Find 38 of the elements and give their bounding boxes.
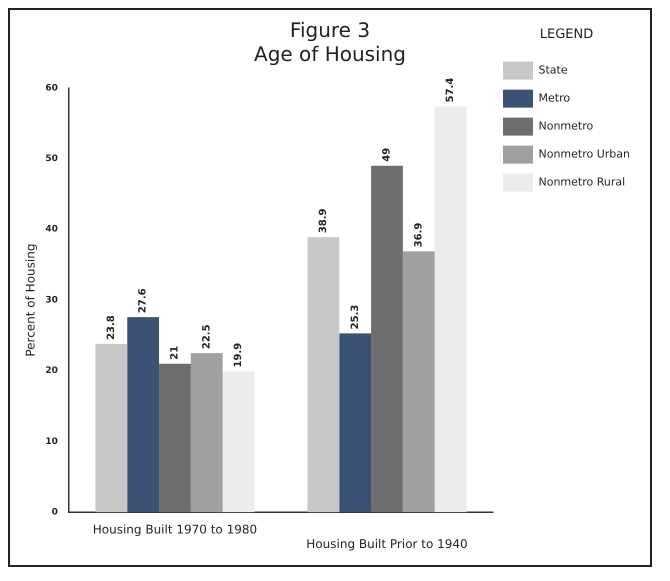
bar — [159, 364, 191, 512]
bar — [402, 251, 435, 512]
y-tick-label: 50 — [45, 154, 58, 164]
bar — [339, 333, 372, 512]
y-axis-title: Percent of Housing — [23, 244, 38, 357]
legend-label: Nonmetro — [538, 119, 594, 132]
y-tick-label: 0 — [52, 508, 58, 518]
bar — [307, 237, 340, 512]
data-label: 23.8 — [106, 315, 117, 340]
bar — [222, 372, 254, 512]
chart-subtitle: Age of Housing — [254, 42, 406, 66]
bar — [190, 353, 223, 512]
y-tick-label: 60 — [45, 83, 58, 94]
y-tick-label: 40 — [45, 224, 58, 235]
y-tick-label: 20 — [45, 366, 58, 376]
legend-label: Nonmetro Urban — [538, 147, 630, 160]
data-label: 57.4 — [445, 78, 456, 102]
data-label: 36.9 — [413, 222, 424, 248]
legend-title: LEGEND — [540, 26, 594, 42]
legend-label: Nonmetro Rural — [538, 175, 626, 188]
x-tick-label: Housing Built 1970 to 1980 — [92, 522, 258, 537]
chart-title: Figure 3 — [290, 18, 370, 42]
data-label: 21 — [170, 346, 181, 360]
legend-label: Metro — [538, 91, 570, 104]
data-label: 38.9 — [318, 208, 329, 234]
bar — [127, 317, 160, 512]
legend-label: State — [538, 63, 568, 76]
data-label: 49 — [382, 148, 393, 162]
bar — [95, 344, 128, 512]
data-label: 22.5 — [201, 324, 212, 350]
y-tick-label: 30 — [45, 295, 58, 306]
y-tick-label: 10 — [45, 436, 58, 447]
bar — [371, 166, 403, 512]
data-label: 19.9 — [233, 342, 244, 368]
data-label: 25.3 — [350, 304, 361, 330]
data-label: 27.6 — [138, 288, 149, 314]
x-tick-label: Housing Built Prior to 1940 — [306, 536, 468, 551]
bar — [434, 106, 466, 512]
